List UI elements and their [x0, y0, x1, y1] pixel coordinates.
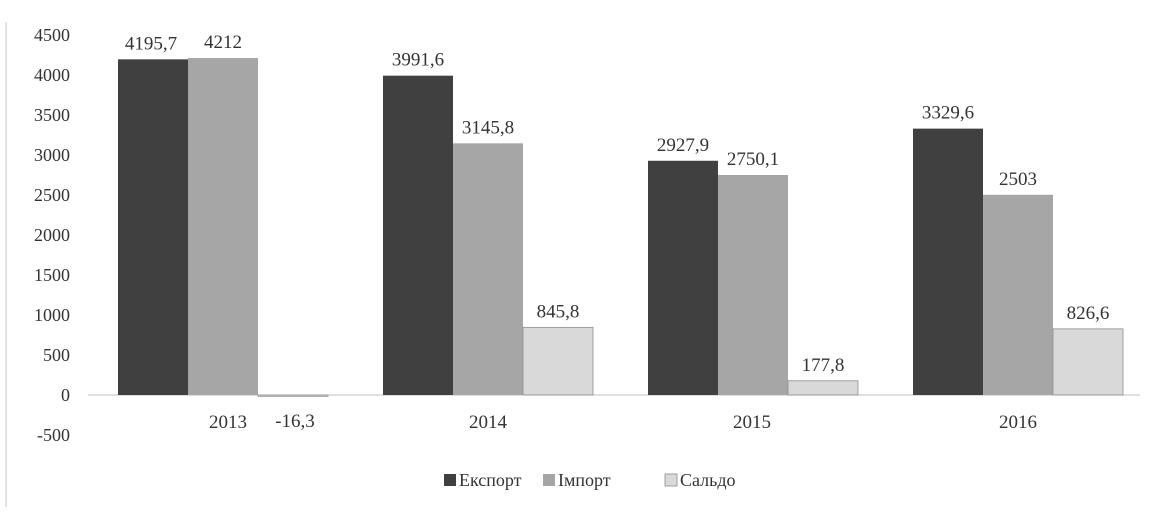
bar-series — [118, 58, 1124, 397]
data-label: 2927,9 — [657, 135, 709, 156]
bar-2013-import — [188, 58, 258, 395]
data-label: -16,3 — [275, 411, 315, 432]
bar-2015-export — [648, 160, 718, 395]
y-tick-label: 1000 — [34, 305, 70, 325]
legend-swatch — [444, 474, 456, 486]
data-label: 4195,7 — [125, 33, 177, 54]
y-axis: -500 0 500 1000 1500 2000 2500 3000 3500 4000 4500 — [34, 25, 70, 445]
bar-2016-saldo — [1052, 328, 1124, 396]
bar-2013-saldo — [257, 394, 329, 397]
bar-2013-export — [118, 59, 188, 396]
y-tick-label: 4500 — [34, 25, 70, 45]
x-tick-label: 2013 — [209, 412, 247, 433]
legend-swatch — [543, 474, 555, 486]
data-label: 4212 — [204, 32, 242, 53]
legend-label: Сальдо — [680, 470, 736, 490]
data-label: 3145,8 — [462, 117, 514, 138]
bar-2014-saldo — [522, 326, 594, 396]
data-label: 3991,6 — [392, 50, 444, 71]
data-label: 845,8 — [537, 301, 580, 322]
x-axis: 2013 2014 2015 2016 — [209, 412, 1037, 433]
y-tick-label: 1500 — [34, 265, 70, 285]
y-tick-label: 3500 — [34, 105, 70, 125]
y-tick-label: 2500 — [34, 185, 70, 205]
data-label: 177,8 — [802, 355, 845, 376]
data-label: 826,6 — [1067, 303, 1110, 324]
x-tick-label: 2015 — [733, 412, 771, 433]
bar-2015-import — [718, 174, 788, 395]
y-tick-label: 500 — [43, 345, 70, 365]
y-tick-label: 0 — [61, 385, 70, 405]
y-tick-label: 3000 — [34, 145, 70, 165]
data-label: 2750,1 — [727, 149, 779, 170]
data-labels: 4195,7 4212 -16,3 3991,6 3145,8 845,8 2927,9 27… — [125, 32, 1110, 432]
legend-swatch — [664, 473, 678, 487]
data-label: 3329,6 — [922, 103, 974, 124]
bar-2015-saldo — [787, 380, 859, 396]
data-label: 2503 — [999, 169, 1037, 190]
legend: Експорт Імпорт Сальдо — [444, 470, 736, 490]
bar-2016-export — [913, 128, 983, 395]
bar-2014-export — [383, 75, 453, 395]
x-tick-label: 2016 — [999, 412, 1037, 433]
bar-2014-import — [453, 143, 523, 395]
y-tick-label: 4000 — [34, 65, 70, 85]
bar-2016-import — [983, 194, 1053, 395]
y-tick-label: -500 — [37, 425, 70, 445]
x-tick-label: 2014 — [469, 412, 508, 433]
y-tick-label: 2000 — [34, 225, 70, 245]
legend-label: Імпорт — [558, 470, 611, 490]
legend-label: Експорт — [459, 470, 522, 490]
